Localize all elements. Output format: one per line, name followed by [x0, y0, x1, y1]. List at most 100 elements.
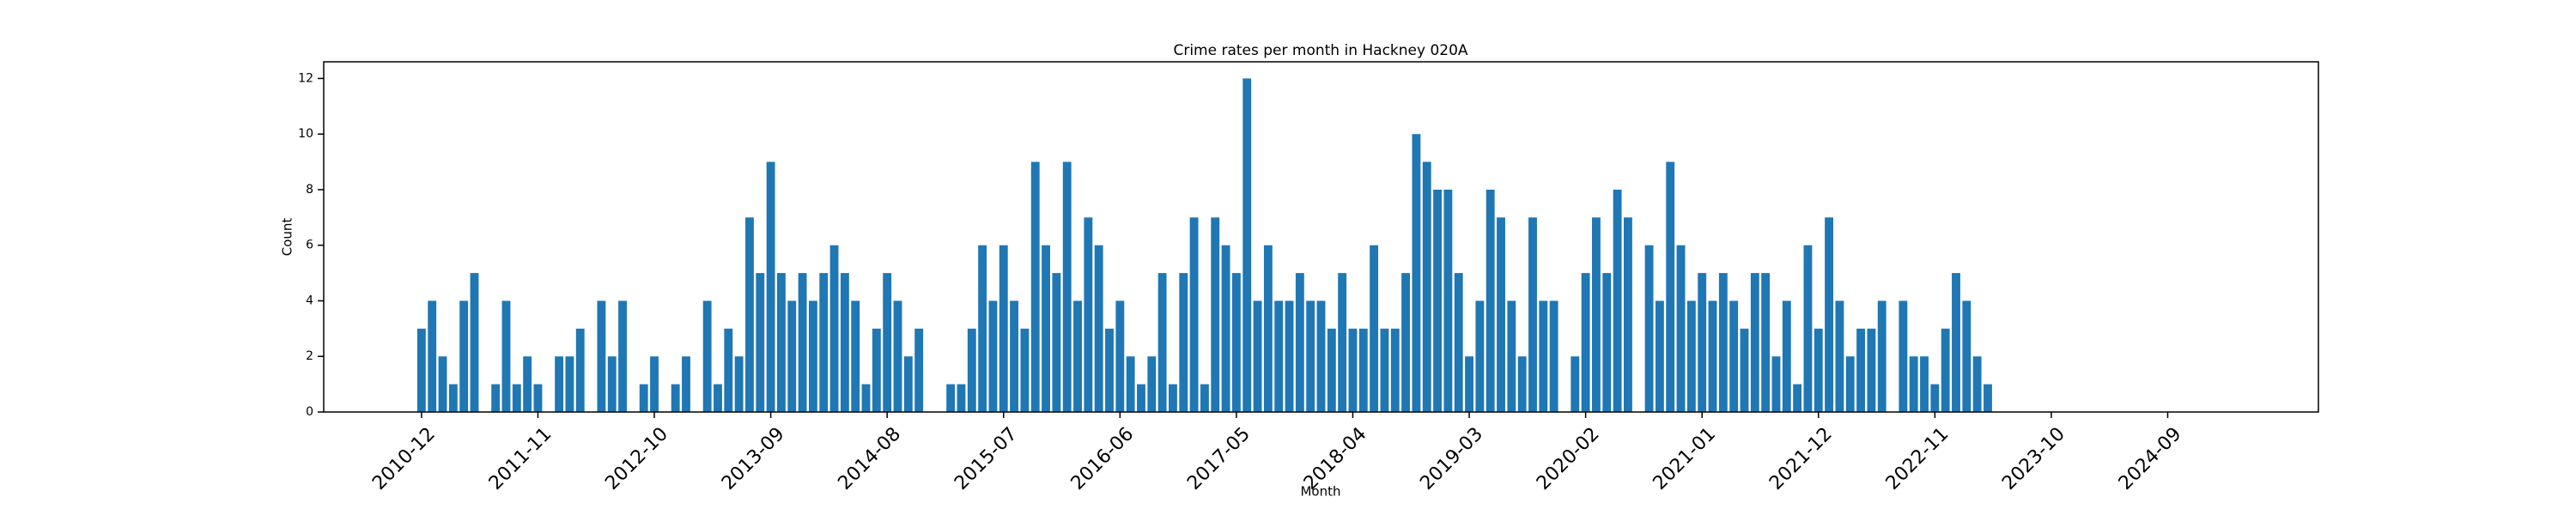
bar — [1327, 328, 1336, 412]
bar — [1750, 273, 1759, 412]
bar — [1126, 356, 1135, 412]
bar — [448, 384, 458, 412]
bar — [1105, 328, 1114, 412]
bar — [650, 356, 659, 412]
bar — [883, 273, 892, 412]
bar — [1401, 273, 1411, 412]
bar — [1030, 161, 1040, 413]
bar — [575, 328, 585, 412]
bar — [1930, 384, 1940, 412]
bar — [893, 300, 902, 412]
bar — [1073, 300, 1082, 412]
bar — [1698, 273, 1707, 412]
bar — [1020, 328, 1030, 412]
bar — [1338, 273, 1347, 412]
bar — [787, 300, 797, 412]
bar — [1274, 300, 1284, 412]
plot-frame — [323, 61, 2319, 413]
bar — [671, 384, 680, 412]
bar — [1782, 300, 1791, 412]
bar — [1147, 356, 1157, 412]
y-tick-label: 6 — [306, 239, 313, 252]
bar — [1295, 273, 1304, 412]
bar — [1761, 273, 1771, 412]
bar — [872, 328, 881, 412]
bar — [1644, 245, 1654, 412]
y-tick-label: 2 — [306, 349, 313, 363]
y-tick-label: 4 — [306, 294, 313, 307]
bar — [1517, 356, 1527, 412]
bar — [1571, 356, 1580, 412]
bar — [1042, 245, 1050, 412]
bar — [1972, 356, 1982, 412]
x-tick-label: 2019-03 — [1416, 423, 1487, 494]
bar — [1475, 300, 1485, 412]
bar — [1708, 300, 1717, 412]
bar — [1390, 328, 1400, 412]
bar — [1358, 328, 1368, 412]
bar — [702, 300, 712, 412]
bar — [840, 273, 849, 412]
bar — [1856, 328, 1866, 412]
bar — [470, 273, 479, 412]
bar — [1348, 328, 1358, 412]
y-tick-label: 0 — [306, 405, 313, 419]
bar — [1454, 273, 1463, 412]
bar — [1909, 356, 1918, 412]
bar — [1443, 189, 1453, 412]
bar — [1485, 189, 1495, 412]
bar — [1740, 328, 1749, 412]
bar — [798, 273, 807, 412]
bar — [1412, 134, 1421, 412]
bar — [999, 245, 1008, 412]
bar — [533, 384, 543, 412]
bar — [957, 384, 966, 412]
bar — [1179, 273, 1188, 412]
bar — [1867, 328, 1876, 412]
x-axis-label: Month — [1300, 484, 1340, 500]
bar — [1941, 328, 1950, 412]
bar — [1845, 356, 1855, 412]
bar — [1666, 161, 1675, 413]
y-tick-label: 10 — [298, 127, 313, 141]
bar — [682, 356, 690, 412]
bar — [639, 384, 648, 412]
x-tick-label: 2012-10 — [601, 423, 672, 494]
bar — [851, 300, 860, 412]
bar — [1010, 300, 1019, 412]
x-tick-label: 2021-12 — [1765, 423, 1837, 494]
bar — [1835, 300, 1844, 412]
bar — [1094, 245, 1103, 412]
bar — [523, 356, 532, 412]
bar — [861, 384, 871, 412]
bar — [1803, 245, 1813, 412]
x-tick-label: 2021-01 — [1649, 423, 1721, 494]
bar — [734, 356, 744, 412]
bar — [1221, 245, 1230, 412]
bar — [724, 328, 733, 412]
bar — [1285, 300, 1294, 412]
bar — [1422, 161, 1431, 413]
bar — [1242, 78, 1252, 412]
bar — [1062, 161, 1072, 413]
bar — [1316, 300, 1326, 412]
bar — [618, 300, 627, 412]
bar — [1370, 245, 1379, 412]
bar — [1200, 384, 1209, 412]
bar — [1084, 217, 1093, 412]
bar — [1231, 273, 1241, 412]
bar — [1613, 189, 1622, 412]
bar — [946, 384, 956, 412]
chart-title: Crime rates per month in Hackney 020A — [1173, 42, 1467, 59]
x-tick-label: 2022-11 — [1882, 423, 1953, 494]
bar — [1189, 217, 1199, 412]
bar — [1825, 217, 1834, 412]
bar — [745, 217, 754, 412]
bar — [1602, 273, 1612, 412]
x-tick-label: 2013-09 — [718, 423, 789, 494]
bar — [597, 300, 606, 412]
bar — [1729, 300, 1739, 412]
x-tick-label: 2015-07 — [951, 423, 1022, 494]
x-tick-label: 2024-09 — [2115, 423, 2186, 494]
